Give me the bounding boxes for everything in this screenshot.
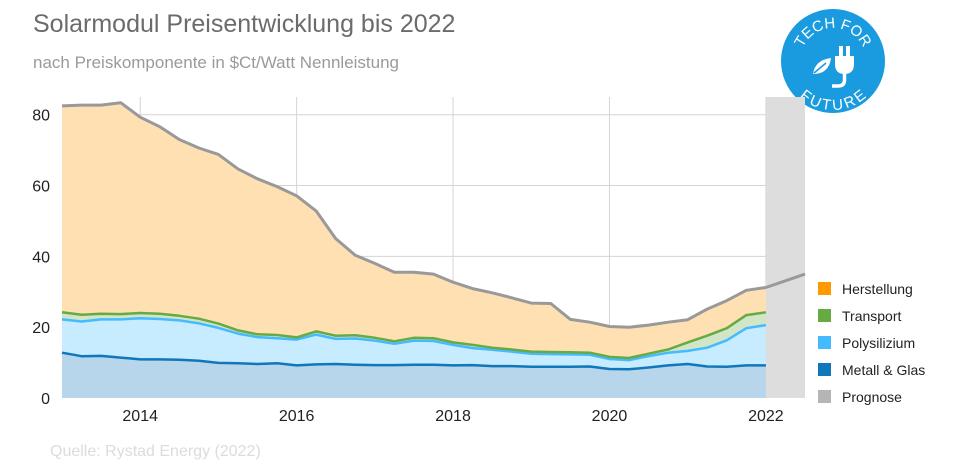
chart-title: Solarmodul Preisentwicklung bis 2022 [33,10,456,38]
chart-legend: Herstellung Transport Polysilizium Metall &… [818,275,925,410]
legend-swatch [818,309,831,322]
x-tick-label-2018: 2018 [435,408,471,425]
forecast-region [765,97,805,398]
area-transport [62,312,766,361]
legend-item-prognose: Prognose [818,383,925,410]
y-tick-label-40: 40 [32,249,50,266]
legend-item-polysilizium: Polysilizium [818,329,925,356]
line-metall-glas [61,351,766,371]
legend-swatch [818,336,831,349]
legend-label: Polysilizium [842,334,916,351]
area-herstellung [62,102,766,358]
x-tick-label-2014: 2014 [122,408,158,425]
source-note: Quelle: Rystad Energy (2022) [50,443,261,460]
y-tick-label-20: 20 [32,320,50,337]
legend-swatch [818,282,831,295]
chart-subtitle: nach Preiskomponente in $Ct/Watt Nennlei… [33,53,400,72]
logo-circle [781,9,885,113]
y-tick-label-60: 60 [32,179,50,196]
y-tick-label-80: 80 [32,108,50,125]
tech-for-future-logo: TECH FOR FUTURE [781,9,885,114]
legend-label: Metall & Glas [842,361,926,378]
line-polysilizium [61,317,767,362]
line-transport [61,311,767,360]
area-polysilizium [62,318,766,370]
legend-label: Prognose [842,388,902,405]
plug-leaf-icon [813,46,854,88]
x-tick-label-2022: 2022 [748,408,784,425]
x-tick-label-2016: 2016 [279,408,315,425]
legend-label: Transport [842,307,902,324]
legend-label: Herstellung [842,280,913,297]
line-forecast [765,272,806,289]
legend-item-metall-glas: Metall & Glas [818,356,925,383]
x-tick-label-2020: 2020 [592,408,628,425]
line-herstellung [61,101,767,329]
legend-item-transport: Transport [818,302,925,329]
legend-swatch [818,390,831,403]
legend-item-herstellung: Herstellung [818,275,925,302]
y-tick-label-0: 0 [41,391,50,408]
legend-swatch [818,363,831,376]
